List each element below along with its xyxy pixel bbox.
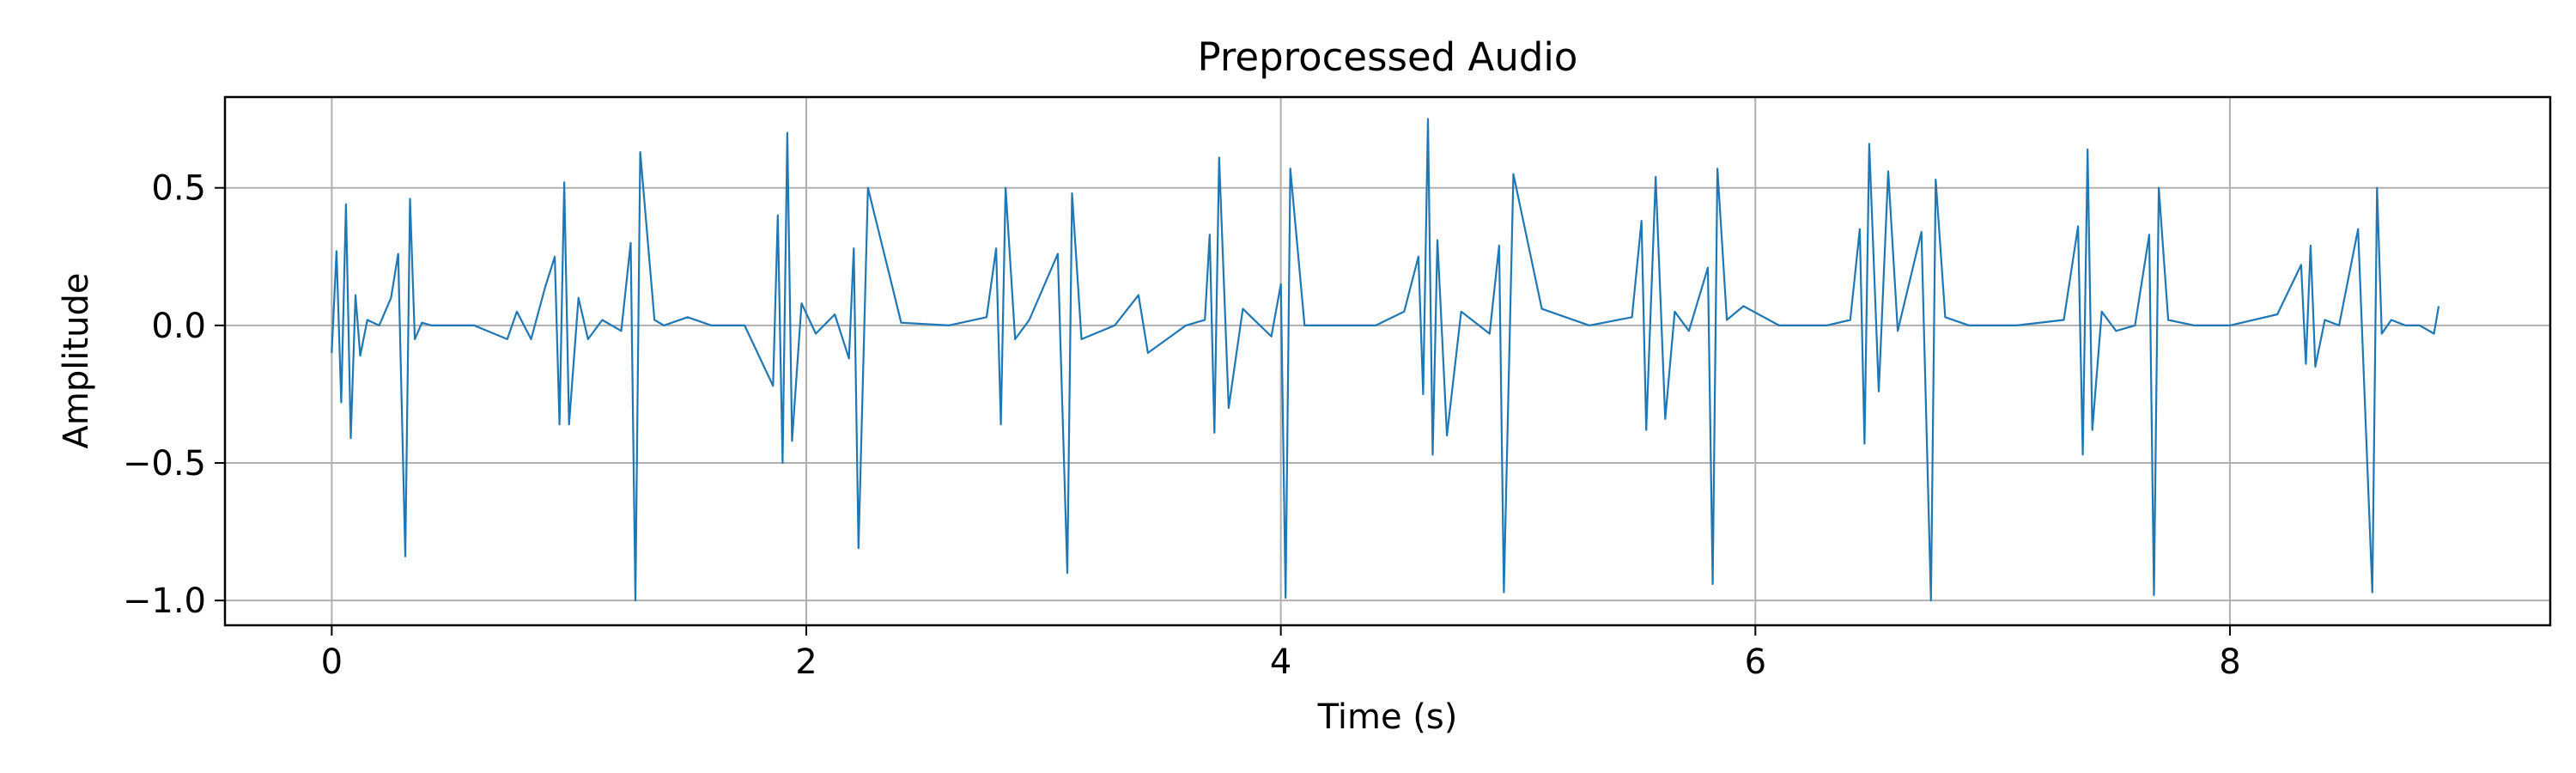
tick-layer: 0 2 4 6 8 0.5 0.0 −0.5 −1.0 [123, 169, 2241, 682]
waveform-line [331, 118, 2440, 602]
chart-title: Preprocessed Audio [1198, 34, 1578, 80]
y-tick-label: 0.5 [151, 169, 206, 209]
y-tick-label: −0.5 [123, 444, 206, 484]
x-tick-label: 0 [321, 642, 343, 682]
x-tick-label: 8 [2219, 642, 2240, 682]
x-tick-label: 4 [1270, 642, 1291, 682]
line-layer [331, 118, 2440, 602]
grid-layer [225, 97, 2550, 625]
x-axis-label: Time (s) [1317, 697, 1458, 737]
y-tick-label: −1.0 [123, 581, 206, 621]
x-tick-label: 2 [795, 642, 817, 682]
y-tick-label: 0.0 [151, 307, 206, 346]
plot-frame [223, 95, 2552, 627]
x-tick-label: 6 [1745, 642, 1766, 682]
y-axis-label: Amplitude [57, 273, 96, 449]
